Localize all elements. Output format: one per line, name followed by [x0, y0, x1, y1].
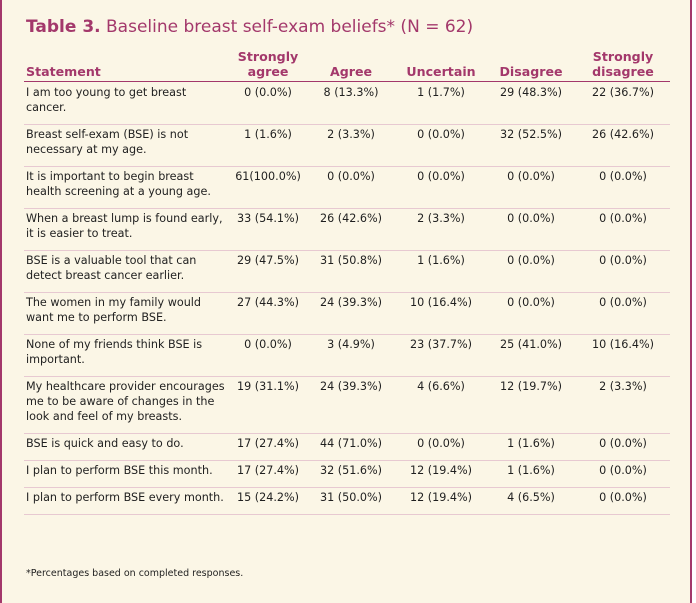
table-row: BSE is quick and easy to do. 17 (27.4%) 44… — [24, 433, 670, 461]
value-cell: 0 (0.0%) — [396, 433, 486, 461]
value-cell: 29 (48.3%) — [486, 81, 576, 125]
header-strongly-agree-line1: Strongly — [237, 49, 299, 64]
table-row: None of my friends think BSE is importan… — [24, 334, 670, 377]
value-cell: 1 (1.7%) — [396, 81, 486, 125]
table-row: I plan to perform BSE every month. 15 (24… — [24, 487, 670, 515]
value-cell: 0 (0.0%) — [576, 487, 670, 515]
header-row: Statement Strongly agree Agree Uncertain … — [24, 47, 670, 82]
value-cell: 10 (16.4%) — [396, 292, 486, 335]
statement-cell: I am too young to get breast cancer. — [24, 81, 230, 125]
statement-cell: It is important to begin breast health s… — [24, 166, 230, 209]
value-cell: 2 (3.3%) — [576, 376, 670, 434]
header-agree: Agree — [306, 47, 396, 82]
value-cell: 0 (0.0%) — [396, 124, 486, 167]
table-row: I plan to perform BSE this month. 17 (27.… — [24, 460, 670, 488]
value-cell: 12 (19.7%) — [486, 376, 576, 434]
statement-cell: Breast self-exam (BSE) is not necessary … — [24, 124, 230, 167]
statement-cell: BSE is quick and easy to do. — [24, 433, 230, 461]
value-cell: 33 (54.1%) — [230, 208, 306, 251]
value-cell: 0 (0.0%) — [230, 334, 306, 377]
value-cell: 4 (6.5%) — [486, 487, 576, 515]
statement-cell: When a breast lump is found early, it is… — [24, 208, 230, 251]
value-cell: 0 (0.0%) — [486, 292, 576, 335]
header-strongly-agree: Strongly agree — [230, 47, 306, 82]
value-cell: 0 (0.0%) — [576, 208, 670, 251]
header-statement: Statement — [24, 47, 230, 82]
header-uncertain: Uncertain — [396, 47, 486, 82]
table-title: Table 3. Baseline breast self-exam belie… — [26, 17, 473, 37]
beliefs-table: Statement Strongly agree Agree Uncertain … — [24, 47, 670, 515]
value-cell: 44 (71.0%) — [306, 433, 396, 461]
statement-cell: My healthcare provider encourages me to … — [24, 376, 230, 434]
value-cell: 12 (19.4%) — [396, 487, 486, 515]
value-cell: 4 (6.6%) — [396, 376, 486, 434]
value-cell: 27 (44.3%) — [230, 292, 306, 335]
statement-cell: The women in my family would want me to … — [24, 292, 230, 335]
value-cell: 17 (27.4%) — [230, 460, 306, 488]
value-cell: 8 (13.3%) — [306, 81, 396, 125]
statement-cell: I plan to perform BSE every month. — [24, 487, 230, 515]
statement-cell: I plan to perform BSE this month. — [24, 460, 230, 488]
value-cell: 0 (0.0%) — [396, 166, 486, 209]
value-cell: 31 (50.0%) — [306, 487, 396, 515]
value-cell: 2 (3.3%) — [306, 124, 396, 167]
value-cell: 10 (16.4%) — [576, 334, 670, 377]
value-cell: 24 (39.3%) — [306, 376, 396, 434]
value-cell: 0 (0.0%) — [576, 460, 670, 488]
value-cell: 19 (31.1%) — [230, 376, 306, 434]
value-cell: 0 (0.0%) — [486, 166, 576, 209]
table-body: I am too young to get breast cancer. 0 (0… — [24, 81, 670, 515]
value-cell: 25 (41.0%) — [486, 334, 576, 377]
table-number: Table 3. — [26, 17, 101, 37]
statement-cell: None of my friends think BSE is importan… — [24, 334, 230, 377]
value-cell: 31 (50.8%) — [306, 250, 396, 293]
table-row: The women in my family would want me to … — [24, 292, 670, 335]
header-disagree: Disagree — [486, 47, 576, 82]
value-cell: 1 (1.6%) — [486, 433, 576, 461]
value-cell: 17 (27.4%) — [230, 433, 306, 461]
value-cell: 0 (0.0%) — [230, 81, 306, 125]
value-cell: 26 (42.6%) — [306, 208, 396, 251]
value-cell: 1 (1.6%) — [486, 460, 576, 488]
value-cell: 0 (0.0%) — [576, 292, 670, 335]
statement-cell: BSE is a valuable tool that can detect b… — [24, 250, 230, 293]
value-cell: 1 (1.6%) — [396, 250, 486, 293]
value-cell: 22 (36.7%) — [576, 81, 670, 125]
table-row: When a breast lump is found early, it is… — [24, 208, 670, 251]
table-row: Breast self-exam (BSE) is not necessary … — [24, 124, 670, 167]
value-cell: 0 (0.0%) — [576, 250, 670, 293]
value-cell: 0 (0.0%) — [576, 433, 670, 461]
value-cell: 0 (0.0%) — [576, 166, 670, 209]
value-cell: 3 (4.9%) — [306, 334, 396, 377]
value-cell: 0 (0.0%) — [306, 166, 396, 209]
header-strongly-disagree-line2: disagree — [592, 64, 654, 79]
value-cell: 0 (0.0%) — [486, 208, 576, 251]
table-row: BSE is a valuable tool that can detect b… — [24, 250, 670, 293]
table-caption: Baseline breast self-exam beliefs* (N = … — [106, 17, 474, 37]
value-cell: 26 (42.6%) — [576, 124, 670, 167]
value-cell: 32 (52.5%) — [486, 124, 576, 167]
value-cell: 61(100.0%) — [230, 166, 306, 209]
table-row: It is important to begin breast health s… — [24, 166, 670, 209]
footnote: *Percentages based on completed response… — [26, 568, 244, 579]
table-row: I am too young to get breast cancer. 0 (0… — [24, 81, 670, 125]
value-cell: 32 (51.6%) — [306, 460, 396, 488]
value-cell: 29 (47.5%) — [230, 250, 306, 293]
value-cell: 2 (3.3%) — [396, 208, 486, 251]
value-cell: 0 (0.0%) — [486, 250, 576, 293]
value-cell: 23 (37.7%) — [396, 334, 486, 377]
value-cell: 12 (19.4%) — [396, 460, 486, 488]
table-row: My healthcare provider encourages me to … — [24, 376, 670, 434]
header-strongly-agree-line2: agree — [247, 64, 289, 79]
header-strongly-disagree-line1: Strongly — [592, 49, 654, 64]
value-cell: 1 (1.6%) — [230, 124, 306, 167]
header-strongly-disagree: Strongly disagree — [576, 47, 670, 82]
value-cell: 15 (24.2%) — [230, 487, 306, 515]
value-cell: 24 (39.3%) — [306, 292, 396, 335]
